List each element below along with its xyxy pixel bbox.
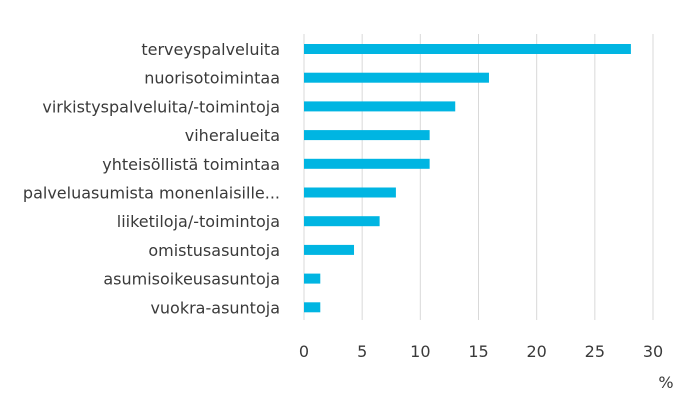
category-label-7: omistusasuntoja <box>148 241 280 260</box>
bar-0 <box>304 44 631 54</box>
x-tick-label-15: 15 <box>468 342 488 361</box>
x-tick-label-0: 0 <box>299 342 309 361</box>
x-tick-label-10: 10 <box>410 342 430 361</box>
category-label-4: yhteisöllistä toimintaa <box>102 155 280 174</box>
bar-8 <box>304 273 321 284</box>
x-tick-label-20: 20 <box>526 342 546 361</box>
bar-9 <box>304 302 321 313</box>
bar-1 <box>304 72 489 83</box>
category-label-3: viheralueita <box>185 126 280 145</box>
x-unit-label: % <box>658 373 673 392</box>
category-label-9: vuokra-asuntoja <box>150 298 280 317</box>
bar-4 <box>304 158 430 169</box>
x-tick-label-5: 5 <box>357 342 367 361</box>
bar-6 <box>304 216 380 227</box>
bar-7 <box>304 244 355 255</box>
category-label-6: liiketiloja/-toimintoja <box>117 212 280 231</box>
x-tick-label-25: 25 <box>585 342 605 361</box>
category-label-2: virkistyspalveluita/-toimintoja <box>42 97 280 116</box>
x-tick-labels: 0 5 10 15 20 25 30 <box>299 342 663 361</box>
bar-2 <box>304 101 456 112</box>
bars <box>304 44 631 313</box>
category-labels: terveyspalveluita nuorisotoimintaa virkist… <box>23 40 280 317</box>
bar-3 <box>304 130 430 141</box>
category-label-5: palveluasumista monenlaisille... <box>23 184 280 203</box>
x-tick-label-30: 30 <box>643 342 663 361</box>
bar-5 <box>304 187 396 198</box>
category-label-1: nuorisotoimintaa <box>144 69 280 88</box>
category-label-8: asumisoikeusasuntoja <box>103 270 280 289</box>
category-label-0: terveyspalveluita <box>141 40 280 59</box>
